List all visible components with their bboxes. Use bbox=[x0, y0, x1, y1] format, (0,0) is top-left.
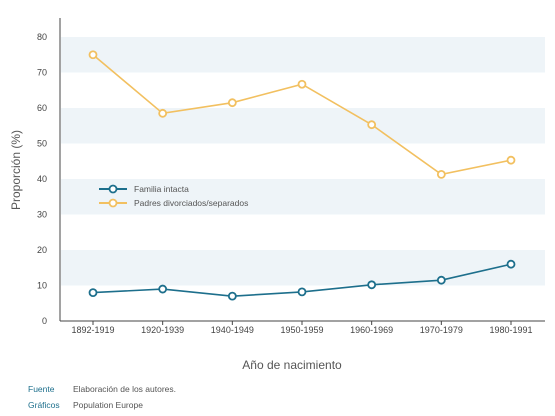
grid-band bbox=[61, 179, 545, 215]
data-point bbox=[367, 120, 377, 130]
data-point bbox=[436, 169, 446, 179]
y-tick-label: 50 bbox=[37, 139, 47, 149]
y-tick-label: 20 bbox=[37, 245, 47, 255]
x-tick-label: 1920-1939 bbox=[141, 325, 184, 335]
grid-band bbox=[61, 108, 545, 144]
y-tick-label: 70 bbox=[37, 68, 47, 78]
y-tick-label: 60 bbox=[37, 103, 47, 113]
grid-band bbox=[61, 250, 545, 286]
legend-marker-intacta bbox=[108, 184, 118, 194]
x-tick-label: 1980-1991 bbox=[489, 325, 532, 335]
data-point bbox=[158, 284, 168, 294]
x-tick-label: 1950-1959 bbox=[280, 325, 323, 335]
line-chart: 0 10 20 30 40 50 60 70 80 1892-1919 1920-1939 1940… bbox=[9, 18, 545, 372]
data-point bbox=[436, 275, 446, 285]
legend-item-divorciados: Padres divorciados/separados bbox=[99, 198, 248, 208]
y-tick-labels: 0 10 20 30 40 50 60 70 80 bbox=[37, 32, 47, 326]
legend: Familia intacta Padres divorciados/separ… bbox=[99, 184, 248, 208]
legend-label-intacta: Familia intacta bbox=[134, 184, 189, 194]
x-tick-label: 1960-1969 bbox=[350, 325, 393, 335]
data-point bbox=[88, 50, 98, 60]
data-point bbox=[88, 288, 98, 298]
grid-band bbox=[61, 37, 545, 73]
x-tick-labels: 1892-1919 1920-1939 1940-1949 1950-1959 1960… bbox=[71, 321, 533, 335]
grid-bands bbox=[61, 37, 545, 286]
legend-item-intacta: Familia intacta bbox=[99, 184, 189, 194]
y-tick-label: 0 bbox=[42, 316, 47, 326]
data-point bbox=[297, 79, 307, 89]
y-tick-label: 40 bbox=[37, 174, 47, 184]
series-points bbox=[88, 50, 516, 301]
source-value: Elaboración de los autores. bbox=[73, 384, 177, 394]
footer-source: Fuente Elaboración de los autores. bbox=[28, 384, 176, 395]
y-tick-label: 10 bbox=[37, 281, 47, 291]
data-point bbox=[297, 287, 307, 297]
data-point bbox=[227, 291, 237, 301]
source-label: Fuente bbox=[28, 384, 55, 394]
legend-label-divorciados: Padres divorciados/separados bbox=[134, 198, 248, 208]
x-axis-title: Año de nacimiento bbox=[242, 358, 342, 372]
footer-graphics: Gráficos Population Europe bbox=[28, 400, 143, 411]
y-axis-title: Proporción (%) bbox=[9, 130, 23, 210]
data-point bbox=[158, 108, 168, 118]
y-tick-label: 80 bbox=[37, 32, 47, 42]
graphics-value: Population Europe bbox=[73, 400, 143, 410]
data-point bbox=[506, 155, 516, 165]
legend-marker-divorciados bbox=[108, 198, 118, 208]
x-tick-label: 1892-1919 bbox=[71, 325, 114, 335]
x-tick-label: 1940-1949 bbox=[211, 325, 254, 335]
graphics-label: Gráficos bbox=[28, 400, 60, 410]
data-point bbox=[227, 98, 237, 108]
y-tick-label: 30 bbox=[37, 210, 47, 220]
data-point bbox=[506, 259, 516, 269]
x-tick-label: 1970-1979 bbox=[420, 325, 463, 335]
data-point bbox=[367, 280, 377, 290]
